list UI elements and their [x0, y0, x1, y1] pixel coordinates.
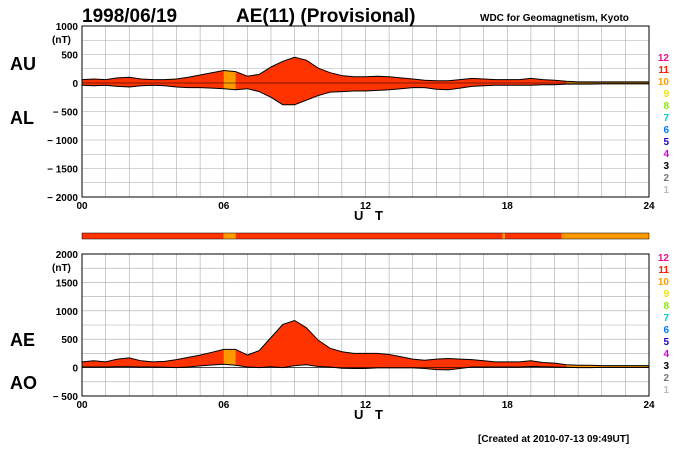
au-al-x-ticks: 00 06 12 18 24 — [76, 201, 655, 212]
au-al-area — [81, 56, 649, 106]
au-al-ylabel: (nT) — [52, 35, 71, 46]
legend-level-10: 10 — [658, 77, 670, 88]
x-tick-label: 00 — [76, 400, 88, 411]
station-bar-segment — [235, 233, 503, 239]
ae-ao-area — [81, 319, 649, 371]
station-bar-frame — [81, 232, 650, 240]
created-timestamp: [Created at 2010-07-13 09:49UT] — [478, 434, 629, 445]
y-tick-label: 1000 — [56, 22, 79, 33]
x-tick-label: 24 — [643, 201, 655, 212]
legend-level-3: 3 — [663, 361, 669, 372]
y-tick-label: − 500 — [53, 108, 79, 119]
legend-level-12: 12 — [658, 53, 670, 64]
x-tick-label: 06 — [218, 400, 230, 411]
y-tick-label: − 2000 — [47, 193, 78, 204]
band-fill-alt — [223, 349, 236, 366]
legend-level-10: 10 — [658, 277, 670, 288]
legend-level-5: 5 — [663, 137, 669, 148]
x-tick-label: 18 — [502, 201, 514, 212]
ae-ao-ylabel: (nT) — [52, 263, 71, 274]
au-al-gridlines — [82, 26, 649, 197]
au-label: AU — [10, 54, 36, 74]
legend-level-7: 7 — [663, 113, 669, 124]
legend-level-2: 2 — [663, 173, 669, 184]
ae-ao-y-ticks: 2000 1500 1000 500 0 − 500 — [53, 250, 79, 403]
band-fill — [82, 320, 649, 370]
y-tick-label: − 1500 — [47, 165, 78, 176]
ae-ao-x-ticks: 00 06 12 18 24 — [76, 400, 655, 411]
ae-ao-frame — [81, 253, 650, 397]
ae-label: AE — [10, 330, 35, 350]
station-count-bar — [81, 232, 650, 240]
date-title: 1998/06/19 — [82, 6, 177, 27]
legend-level-1: 1 — [663, 185, 669, 196]
au-al-frame — [81, 25, 650, 198]
y-tick-label: 2000 — [56, 250, 79, 261]
legend-level-8: 8 — [663, 101, 669, 112]
y-tick-label: 0 — [72, 364, 78, 375]
legend-level-7: 7 — [663, 313, 669, 324]
au-al-xlabel: U T — [354, 208, 387, 223]
legend-level-1: 1 — [663, 385, 669, 396]
x-tick-label: 12 — [360, 400, 372, 411]
x-tick-label: 00 — [76, 201, 88, 212]
y-tick-label: − 1000 — [47, 136, 78, 147]
series-line-ae — [81, 319, 649, 367]
legend-level-3: 3 — [663, 161, 669, 172]
series-line-au — [81, 56, 649, 83]
legend-level-11: 11 — [658, 65, 669, 76]
station-bar-segment — [561, 233, 649, 239]
band-fill — [82, 57, 649, 105]
ae-ao-xlabel: U T — [354, 407, 387, 422]
legend-level-6: 6 — [663, 125, 669, 136]
y-tick-label: 500 — [61, 335, 78, 346]
band-fill-alt — [223, 70, 236, 90]
y-tick-label: 0 — [72, 79, 78, 90]
x-tick-label: 18 — [502, 400, 514, 411]
ao-label: AO — [10, 373, 37, 393]
legend-level-4: 4 — [663, 149, 669, 160]
y-tick-label: 1500 — [56, 278, 79, 289]
chart-title: AE(11) (Provisional) — [236, 6, 416, 27]
legend-level-11: 11 — [658, 265, 669, 276]
y-tick-label: 500 — [61, 51, 78, 62]
station-bar-segment — [223, 233, 236, 239]
legend-level-6: 6 — [663, 325, 669, 336]
au-al-y-ticks: 1000 500 0 − 500 − 1000 − 1500 − 2000 — [47, 22, 78, 204]
legend-level-5: 5 — [663, 337, 669, 348]
legend-level-9: 9 — [663, 289, 669, 300]
series-line-al — [81, 83, 649, 106]
station-bar-segment — [82, 233, 224, 239]
organization-label: WDC for Geomagnetism, Kyoto — [480, 13, 629, 24]
legend-level-12: 12 — [658, 253, 670, 264]
x-tick-label: 12 — [360, 201, 372, 212]
y-tick-label: − 500 — [53, 392, 79, 403]
station-bar-segment — [502, 233, 505, 239]
legend-level-2: 2 — [663, 373, 669, 384]
legend-level-4: 4 — [663, 349, 669, 360]
legend-level-8: 8 — [663, 301, 669, 312]
station-bar-segment — [504, 233, 562, 239]
ae-ao-gridlines — [82, 254, 649, 396]
al-label: AL — [10, 108, 34, 128]
legend-level-9: 9 — [663, 89, 669, 100]
x-tick-label: 06 — [218, 201, 230, 212]
x-tick-label: 24 — [643, 400, 655, 411]
y-tick-label: 1000 — [56, 307, 79, 318]
